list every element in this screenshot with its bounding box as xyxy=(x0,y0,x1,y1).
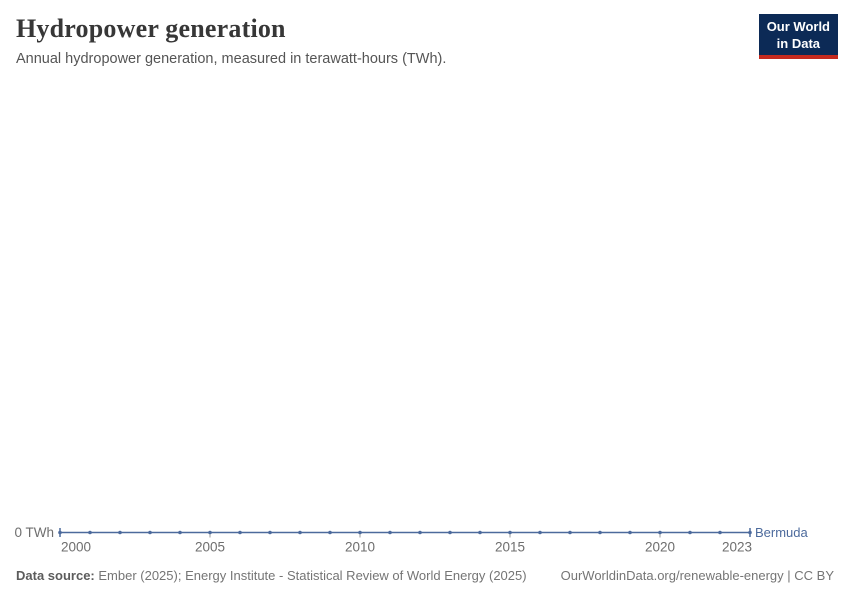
data-point-marker[interactable] xyxy=(358,530,362,535)
data-point-marker[interactable] xyxy=(58,530,62,535)
owid-logo-line1: Our World xyxy=(766,19,830,34)
attribution-text[interactable]: OurWorldinData.org/renewable-energy | CC… xyxy=(560,568,834,583)
series-label-bermuda[interactable]: Bermuda xyxy=(755,525,809,540)
data-point-marker[interactable] xyxy=(478,530,482,535)
chart-title: Hydropower generation xyxy=(16,14,286,43)
data-point-marker[interactable] xyxy=(298,530,302,535)
data-point-marker[interactable] xyxy=(568,530,572,535)
owid-logo-line2: in Data xyxy=(776,35,821,51)
x-axis-tick-label: 2020 xyxy=(645,540,675,555)
x-axis-tick-label: 2005 xyxy=(195,540,225,555)
x-axis-tick-label: 2000 xyxy=(61,540,91,555)
data-point-marker[interactable] xyxy=(148,530,152,535)
data-point-marker[interactable] xyxy=(238,530,242,535)
y-axis-tick-label: 0 TWh xyxy=(14,525,54,540)
data-point-marker[interactable] xyxy=(88,530,92,535)
chart-header: Hydropower generation Annual hydropower … xyxy=(16,14,750,67)
data-point-marker[interactable] xyxy=(118,530,122,535)
data-point-marker[interactable] xyxy=(628,530,632,535)
data-point-marker[interactable] xyxy=(598,530,602,535)
data-point-marker[interactable] xyxy=(718,530,722,535)
data-source-label: Data source: xyxy=(16,568,95,583)
x-axis-tick-label: 2010 xyxy=(345,540,375,555)
data-point-marker[interactable] xyxy=(448,530,452,535)
data-point-marker[interactable] xyxy=(268,530,272,535)
data-point-marker[interactable] xyxy=(748,530,752,535)
data-point-marker[interactable] xyxy=(388,530,392,535)
data-point-marker[interactable] xyxy=(508,530,512,535)
data-source-text: Ember (2025); Energy Institute - Statist… xyxy=(94,568,527,583)
data-point-marker[interactable] xyxy=(688,530,692,535)
x-axis-tick-label: 2015 xyxy=(495,540,525,555)
owid-logo[interactable]: Our World in Data xyxy=(758,14,838,60)
data-point-marker[interactable] xyxy=(538,530,542,535)
data-point-marker[interactable] xyxy=(208,530,212,535)
data-point-marker[interactable] xyxy=(658,530,662,535)
data-source: Data source: Ember (2025); Energy Instit… xyxy=(16,568,527,583)
data-point-marker[interactable] xyxy=(418,530,422,535)
chart-footer: Data source: Ember (2025); Energy Instit… xyxy=(16,568,834,583)
chart-subtitle: Annual hydropower generation, measured i… xyxy=(16,51,447,67)
data-point-marker[interactable] xyxy=(328,530,332,535)
x-axis-tick-label: 2023 xyxy=(722,540,752,555)
data-point-marker[interactable] xyxy=(178,530,182,535)
